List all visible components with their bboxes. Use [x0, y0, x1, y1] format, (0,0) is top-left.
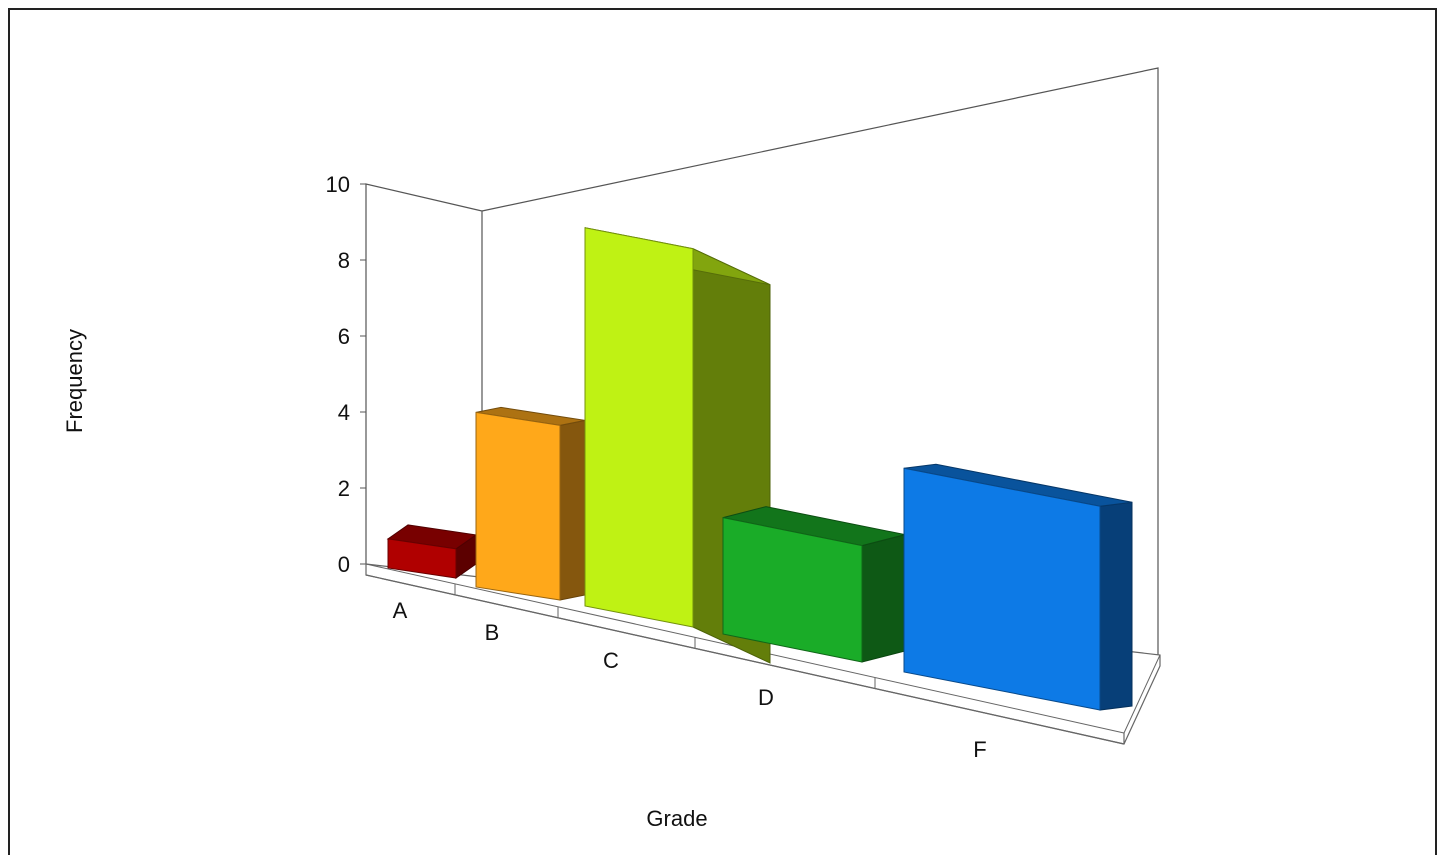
bar-front-face: [903, 467, 1101, 711]
bar-front-face: [584, 227, 694, 628]
x-tick-label-B: B: [485, 620, 500, 645]
bar-front-face: [475, 411, 561, 601]
x-axis-title: Grade: [646, 806, 707, 831]
y-tick-label: 0: [338, 552, 350, 577]
y-axis-title: Frequency: [62, 329, 87, 433]
bar-A: [386, 524, 478, 579]
bar-front-face: [722, 516, 863, 663]
bar-front-face: [387, 538, 457, 579]
back-wall: [481, 67, 1159, 655]
x-tick-label-D: D: [758, 685, 774, 710]
y-tick-label: 10: [326, 172, 350, 197]
chart-walls: [365, 67, 1159, 655]
x-tick-label-C: C: [603, 648, 619, 673]
y-tick-label: 4: [338, 400, 350, 425]
floor-front-edge: [365, 574, 1125, 745]
floor-right-edge: [1123, 654, 1161, 734]
y-tick-label: 8: [338, 248, 350, 273]
left-wall: [365, 183, 483, 564]
bar-B: [475, 406, 586, 601]
x-tick-label-F: F: [973, 737, 986, 762]
bar-side-face: [559, 419, 586, 601]
y-tick-label: 2: [338, 476, 350, 501]
x-axis-tick-labels: A B C D F: [393, 598, 987, 762]
bar-side-face: [1099, 501, 1133, 711]
bar-D: [722, 506, 906, 663]
y-axis-ticks: 0 2 4 6 8 10: [326, 172, 366, 577]
bar-side-face: [861, 533, 906, 663]
bar-F: [903, 463, 1133, 711]
y-tick-label: 6: [338, 324, 350, 349]
x-tick-label-A: A: [393, 598, 408, 623]
chart-bars: [386, 227, 1133, 711]
